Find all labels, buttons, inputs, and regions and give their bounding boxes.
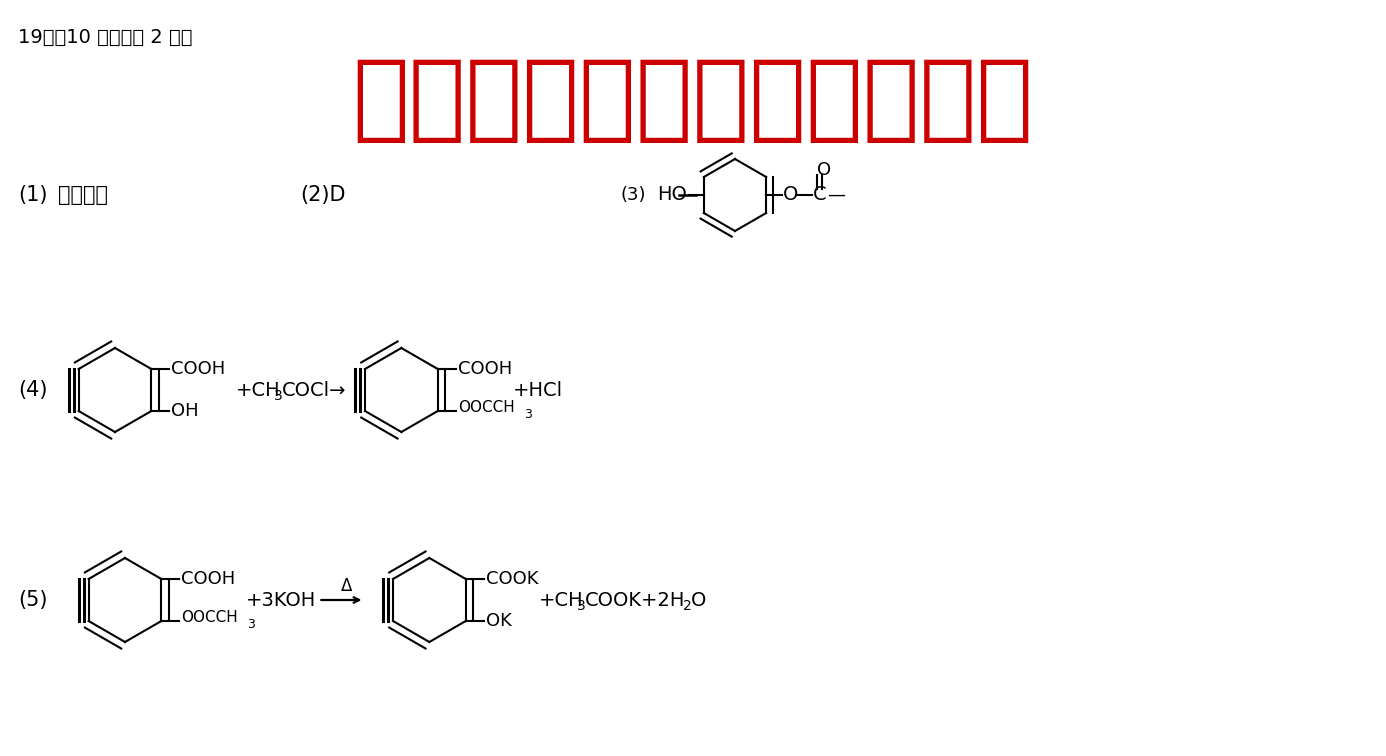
Text: COCl→: COCl→: [283, 380, 346, 399]
Text: COOH: COOH: [172, 360, 226, 378]
Text: COOK+2H: COOK+2H: [585, 590, 686, 609]
Text: OH: OH: [172, 402, 200, 420]
Text: (1): (1): [18, 185, 47, 205]
Text: 19．（10 分，每空 2 分）: 19．（10 分，每空 2 分）: [18, 28, 193, 47]
Text: O: O: [692, 590, 707, 609]
Text: OOCCH: OOCCH: [457, 399, 514, 414]
Text: OK: OK: [485, 612, 511, 630]
Text: (2)D: (2)D: [299, 185, 345, 205]
Text: —: —: [827, 186, 845, 204]
Text: 取代反应: 取代反应: [58, 185, 108, 205]
Text: Δ: Δ: [341, 577, 353, 595]
Text: HO: HO: [657, 185, 687, 205]
Text: 微信公众号关注：趣找答案: 微信公众号关注：趣找答案: [352, 54, 1034, 146]
Text: (4): (4): [18, 380, 47, 400]
Text: +CH: +CH: [237, 380, 281, 399]
Text: OOCCH: OOCCH: [182, 609, 238, 624]
Text: +3KOH: +3KOH: [247, 590, 316, 609]
Text: (5): (5): [18, 590, 47, 610]
Text: (3): (3): [620, 186, 646, 204]
Text: O: O: [783, 185, 798, 205]
Text: C: C: [814, 185, 827, 205]
Text: COOH: COOH: [457, 360, 511, 378]
Text: COOK: COOK: [485, 570, 538, 588]
Text: 3: 3: [247, 618, 255, 631]
Text: +HCl: +HCl: [513, 380, 564, 399]
Text: +CH: +CH: [539, 590, 584, 609]
Text: COOH: COOH: [182, 570, 236, 588]
Text: 2: 2: [683, 599, 692, 613]
Text: O: O: [818, 161, 832, 179]
Text: 3: 3: [578, 599, 586, 613]
Text: 3: 3: [524, 407, 532, 420]
Text: 3: 3: [274, 389, 283, 403]
